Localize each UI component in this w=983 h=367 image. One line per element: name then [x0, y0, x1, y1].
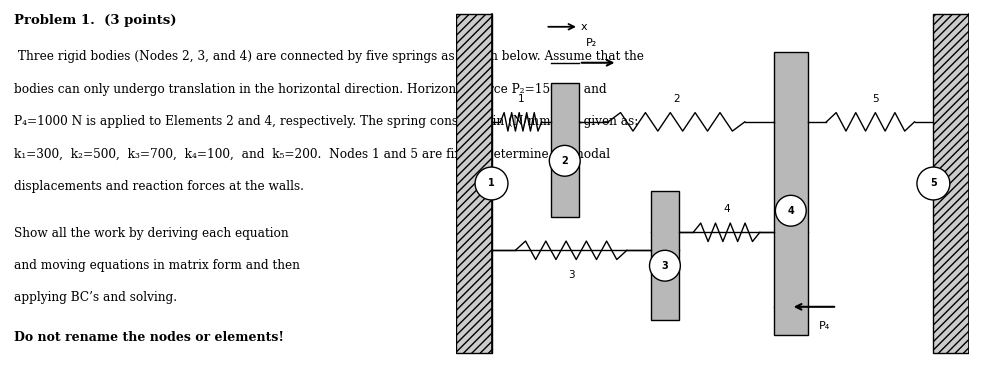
Text: P₄: P₄ — [819, 321, 830, 331]
Circle shape — [776, 195, 806, 226]
Circle shape — [549, 145, 580, 176]
Bar — [651, 191, 679, 320]
Text: Problem 1.  (3 points): Problem 1. (3 points) — [14, 14, 177, 28]
Bar — [774, 52, 807, 335]
Text: 3: 3 — [568, 270, 574, 280]
Bar — [550, 83, 579, 217]
Text: displacements and reaction forces at the walls.: displacements and reaction forces at the… — [14, 180, 305, 193]
Text: P₄=1000 N is applied to Elements 2 and 4, respectively. The spring constants in : P₄=1000 N is applied to Elements 2 and 4… — [14, 115, 639, 128]
Text: 2: 2 — [673, 94, 680, 104]
Text: Do not rename the nodes or elements!: Do not rename the nodes or elements! — [14, 331, 284, 344]
Text: x: x — [580, 22, 587, 32]
Text: 5: 5 — [930, 178, 937, 189]
Text: applying BC’s and solving.: applying BC’s and solving. — [14, 291, 177, 304]
Text: 2: 2 — [561, 156, 568, 166]
Circle shape — [650, 250, 680, 281]
Text: k₁=300,  k₂=500,  k₃=700,  k₄=100,  and  k₅=200.  Nodes 1 and 5 are fixed. Deter: k₁=300, k₂=500, k₃=700, k₄=100, and k₅=2… — [14, 148, 610, 160]
Text: Show all the work by deriving each equation: Show all the work by deriving each equat… — [14, 227, 289, 240]
Text: P₂: P₂ — [586, 39, 598, 48]
Text: 4: 4 — [723, 204, 730, 214]
Text: 5: 5 — [872, 94, 879, 104]
Text: 1: 1 — [518, 94, 524, 104]
Text: and moving equations in matrix form and then: and moving equations in matrix form and … — [14, 259, 300, 272]
Bar — [455, 14, 492, 353]
Text: 4: 4 — [787, 206, 794, 216]
Text: bodies can only undergo translation in the horizontal direction. Horizontal forc: bodies can only undergo translation in t… — [14, 83, 607, 96]
Text: 3: 3 — [662, 261, 668, 271]
Circle shape — [917, 167, 950, 200]
Circle shape — [475, 167, 508, 200]
Text: 1: 1 — [489, 178, 494, 189]
Bar — [934, 14, 969, 353]
Text: Three rigid bodies (Nodes 2, 3, and 4) are connected by five springs as shown be: Three rigid bodies (Nodes 2, 3, and 4) a… — [14, 50, 644, 63]
